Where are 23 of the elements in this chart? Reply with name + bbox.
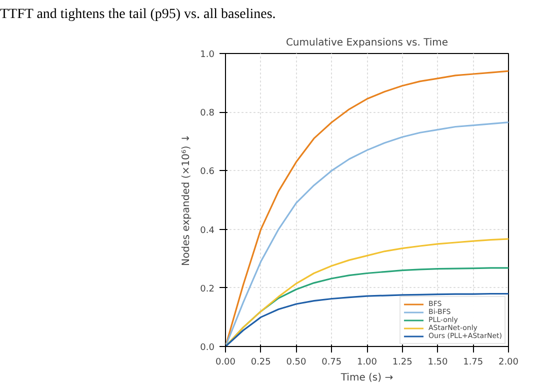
- text: TTFT and tightens the tail (p95) vs. all baselines.: [0, 6, 276, 24]
- line-series: [226, 70, 508, 346]
- x-tick-label: 0.50: [286, 358, 307, 368]
- x-tick-label: 0.25: [250, 358, 271, 368]
- y-tick-label: 0.2: [200, 284, 215, 294]
- line-series: [226, 238, 508, 346]
- chart-title: Cumulative Expansions vs. Time: [286, 38, 448, 48]
- y-tick-label: 0.4: [200, 226, 215, 236]
- x-tick-label: 2.00: [498, 358, 519, 368]
- x-tick-label: 1.25: [392, 358, 412, 368]
- y-tick-label: 1.0: [200, 50, 215, 60]
- y-axis-title: Nodes expanded (×10⁶) ↓: [181, 134, 192, 266]
- y-tick-label: 0.0: [200, 343, 215, 353]
- y-tick-label: 0.6: [200, 167, 215, 178]
- x-tick-label: 0.00: [215, 358, 236, 368]
- x-tick-label: 1.75: [463, 358, 484, 368]
- x-tick-label: 1.50: [428, 358, 448, 368]
- line-series: [226, 122, 508, 346]
- y-tick-label: 0.8: [200, 108, 215, 119]
- x-tick-label: 1.00: [356, 358, 378, 368]
- line-series: [226, 292, 508, 346]
- x-tick-label: 0.75: [322, 358, 342, 368]
- x-axis-title: Time (s) →: [340, 372, 394, 384]
